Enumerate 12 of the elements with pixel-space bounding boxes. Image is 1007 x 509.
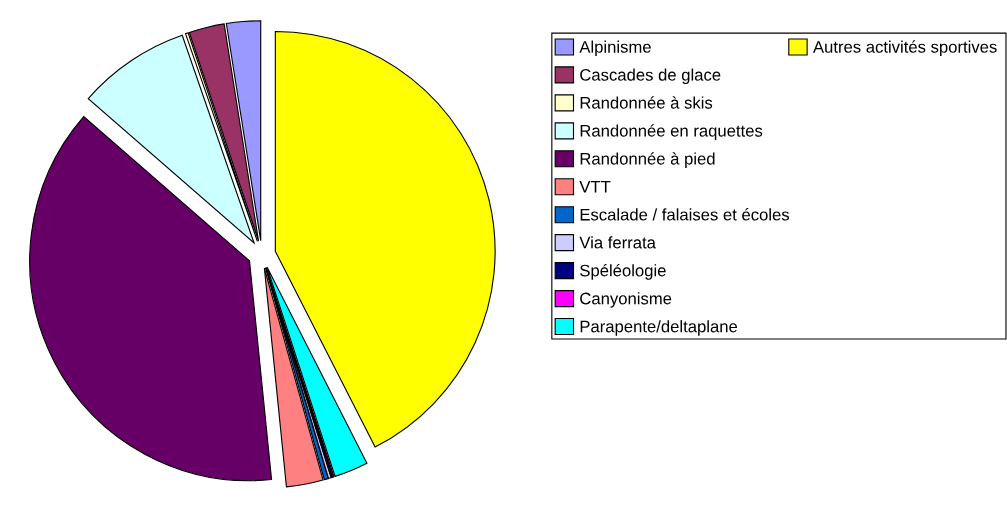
legend-label: Spéléologie	[580, 264, 666, 280]
legend-label: Via ferrata	[579, 236, 656, 249]
legend-label: Alpinisme	[579, 40, 651, 57]
legend-label: Cascades de glace	[580, 68, 721, 85]
legend-label: Randonnée en raquettes	[580, 124, 763, 140]
legend-label: VTT	[579, 180, 611, 193]
legend-label: Randonnée à pied	[580, 152, 715, 168]
legend-label: Autres activités sportives	[812, 40, 997, 57]
legend-label: Randonnée à skis	[580, 96, 713, 109]
legend-label: Canyonisme	[580, 292, 672, 308]
legend-label: Escalade / falaises et écoles	[580, 208, 790, 221]
legend-label: Parapente/deltaplane	[580, 320, 738, 336]
